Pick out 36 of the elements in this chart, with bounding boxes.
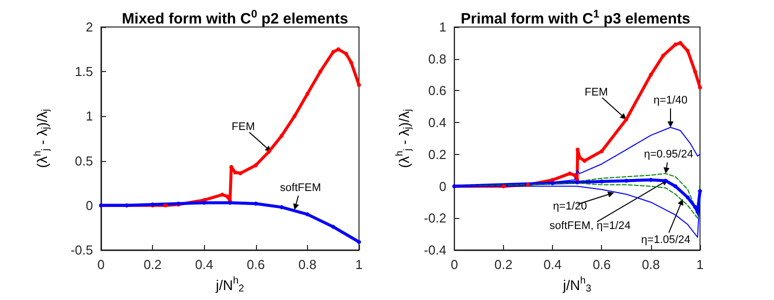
x-tick-label: 0.2 [144, 257, 162, 272]
y-tick-label: 0 [439, 178, 446, 194]
x-tick-label: 0.8 [298, 257, 316, 272]
x-tick-label: 0 [450, 257, 458, 272]
x-tick-label: 0.4 [544, 257, 562, 272]
y-tick-label: -0.2 [424, 210, 446, 226]
y-tick-label: 0 [86, 198, 93, 213]
y-tick-label: 0.4 [428, 115, 446, 130]
annotation: FEM [232, 120, 255, 133]
y-tick-label: 0.6 [428, 83, 446, 98]
x-tick-label: 0.2 [494, 257, 512, 272]
y-tick-label: 1 [439, 20, 446, 34]
annotation: softFEM, η=1/24 [550, 220, 631, 232]
y-tick-label: 2 [86, 20, 93, 34]
y-tick-label: 0.8 [428, 51, 446, 66]
y-tick-label: 0.5 [74, 153, 93, 168]
x-tick-label: 0.6 [246, 257, 265, 272]
y-tick-label: -0.4 [424, 242, 446, 258]
x-tick-label: 0.4 [195, 257, 214, 272]
annotation: η=1.05/24 [641, 234, 690, 246]
annotation: FEM [584, 86, 608, 98]
y-axis-title: (λhj - λj)/λj [32, 109, 52, 168]
annotation: η=1/20 [553, 200, 587, 213]
x-tick-label: 1 [355, 257, 363, 272]
y-tick-label: 1.5 [74, 64, 93, 80]
x-tick-label: 0 [97, 257, 105, 272]
x-tick-label: 0.6 [592, 257, 611, 272]
y-tick-label: 1 [86, 108, 93, 124]
y-tick-label: -0.5 [70, 242, 93, 258]
x-tick-label: 1 [696, 257, 704, 272]
annotation: η=1/40 [654, 94, 688, 106]
y-tick-label: 0.2 [428, 146, 446, 162]
annotation: η=0.95/24 [644, 148, 694, 161]
annotation: softFEM [280, 182, 321, 194]
y-axis-title: (λhj - λj)/λj [394, 109, 414, 168]
x-tick-label: 0.8 [642, 257, 660, 272]
